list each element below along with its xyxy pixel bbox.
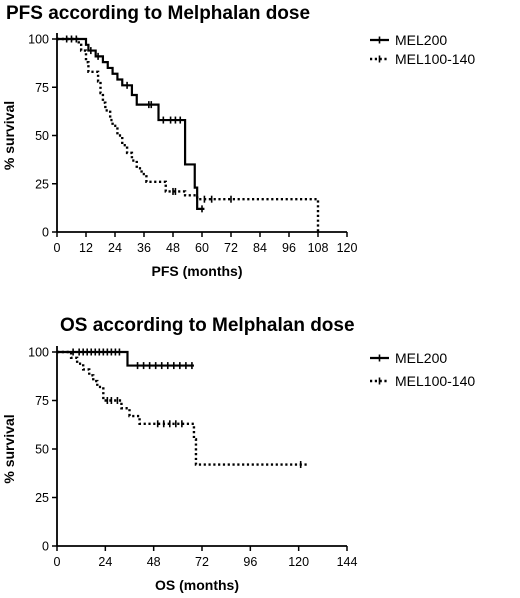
chart-1-x-tick-label-72: 72 — [195, 555, 209, 569]
chart-0-x-tick-label-72: 72 — [224, 241, 238, 255]
chart-0-y-tick-label-50: 50 — [35, 129, 49, 143]
chart-1-series-mel100-140-legend-label: MEL100-140 — [395, 373, 475, 389]
chart-0-series-mel200-line — [57, 37, 205, 210]
chart-0-y-tick-label-75: 75 — [35, 81, 49, 95]
chart-0-x-tick-label-0: 0 — [54, 241, 61, 255]
chart-0-x-tick-label-96: 96 — [282, 241, 296, 255]
chart-1-x-tick-label-96: 96 — [243, 555, 257, 569]
chart-0-title: PFS according to Melphalan dose — [6, 3, 310, 24]
chart-1-title: OS according to Melphalan dose — [60, 315, 355, 336]
chart-0-x-tick-label-108: 108 — [308, 241, 329, 255]
chart-1-x-tick-label-48: 48 — [147, 555, 161, 569]
chart-1-series-mel200-legend-label: MEL200 — [395, 350, 447, 366]
chart-1-y-axis-label: % survival — [1, 414, 17, 483]
chart-0-x-tick-label-24: 24 — [108, 241, 122, 255]
chart-0-x-tick-label-36: 36 — [137, 241, 151, 255]
chart-1-y-tick-label-0: 0 — [42, 540, 49, 554]
chart-1-y-tick-label-25: 25 — [35, 491, 49, 505]
chart-0-y-axis-label: % survival — [1, 101, 17, 170]
chart-0-x-tick-label-84: 84 — [253, 241, 267, 255]
chart-0-y-tick-label-0: 0 — [42, 226, 49, 240]
chart-1-x-tick-label-0: 0 — [54, 555, 61, 569]
pfs-chart: PFS according to Melphalan dose 0 25 50 75 10… — [1, 3, 475, 279]
chart-1-x-tick-label-120: 120 — [288, 555, 309, 569]
chart-0-x-tick-label-48: 48 — [166, 241, 180, 255]
chart-0-y-tick-label-25: 25 — [35, 177, 49, 191]
chart-1-series-mel200-line — [57, 350, 194, 367]
chart-0-y-tick-label-100: 100 — [28, 33, 49, 47]
chart-0-series-mel100-140-legend-label: MEL100-140 — [395, 51, 475, 67]
chart-1-x-tick-label-24: 24 — [98, 555, 112, 569]
chart-0-x-tick-label-12: 12 — [79, 241, 93, 255]
chart-0-x-tick-label-120: 120 — [337, 241, 358, 255]
chart-0-series-mel200-legend-label: MEL200 — [395, 32, 447, 48]
chart-1-y-tick-label-75: 75 — [35, 394, 49, 408]
chart-1-y-tick-label-100: 100 — [28, 346, 49, 360]
chart-0-x-tick-label-60: 60 — [195, 241, 209, 255]
chart-1-series-mel100-140-line — [57, 350, 307, 466]
os-chart: OS according to Melphalan dose 0 25 50 75 100… — [1, 315, 475, 593]
chart-1-x-tick-label-144: 144 — [337, 555, 358, 569]
chart-1-y-tick-label-50: 50 — [35, 443, 49, 457]
chart-1-x-axis-label: OS (months) — [155, 577, 239, 593]
chart-0-series-mel100-140-line — [57, 37, 320, 232]
chart-0-x-axis-label: PFS (months) — [152, 263, 243, 279]
